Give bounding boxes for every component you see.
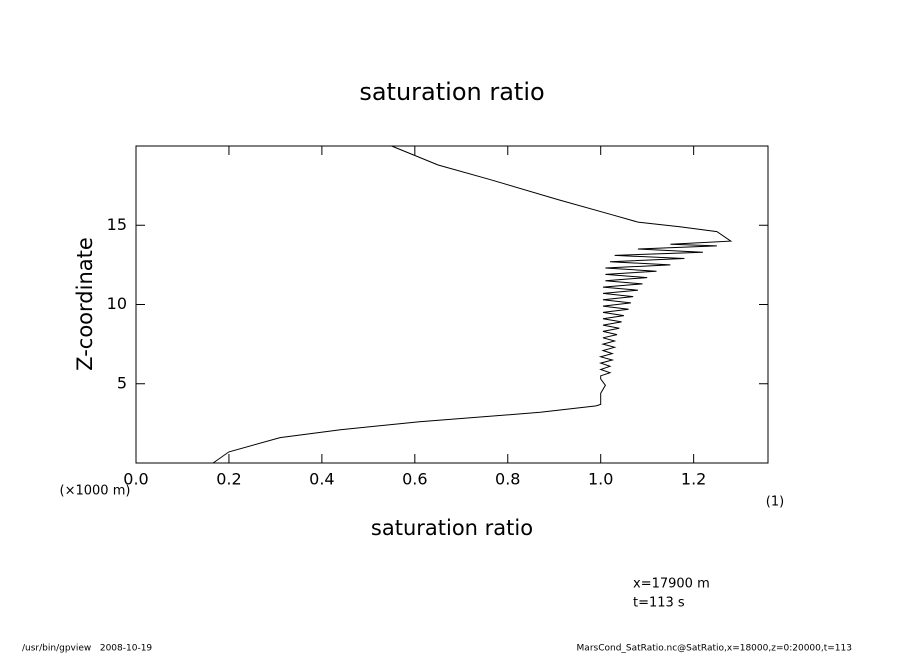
plot-frame [135, 145, 769, 464]
y-tick-label: 10 [107, 294, 127, 313]
x-tick-label: 0.8 [495, 470, 520, 489]
x-tick-label: 0.6 [402, 470, 427, 489]
y-axis-label: Z-coordinate [73, 237, 97, 371]
annotation: x=17900 m [633, 577, 710, 592]
x-tick-label: 1.0 [588, 470, 613, 489]
y-tick-label: 5 [117, 373, 127, 392]
y-unit: (×1000 m) [60, 484, 131, 499]
x-tick-label: 0.0 [123, 470, 148, 489]
x-tick-label: 0.4 [309, 470, 334, 489]
footer: /usr/bin/gpview 2008-10-19 [22, 644, 152, 654]
data-line [212, 145, 733, 464]
footer: MarsCond_SatRatio.nc@SatRatio,x=18000,z=… [577, 644, 852, 654]
chart-title: saturation ratio [359, 78, 544, 106]
x-tick-label: 0.2 [216, 470, 241, 489]
x-tick-label: 1.2 [681, 470, 706, 489]
x-axis-label: saturation ratio [371, 516, 533, 540]
y-tick-label: 15 [107, 215, 127, 234]
x-unit: (1) [766, 495, 784, 510]
annotation: t=113 s [633, 596, 685, 611]
